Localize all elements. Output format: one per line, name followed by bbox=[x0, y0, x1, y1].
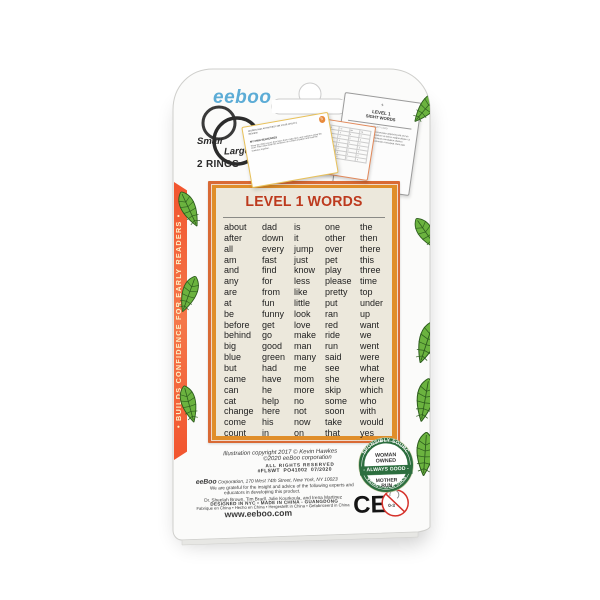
svg-text:RUN: RUN bbox=[381, 483, 392, 489]
svg-text:OWNED: OWNED bbox=[376, 458, 397, 465]
